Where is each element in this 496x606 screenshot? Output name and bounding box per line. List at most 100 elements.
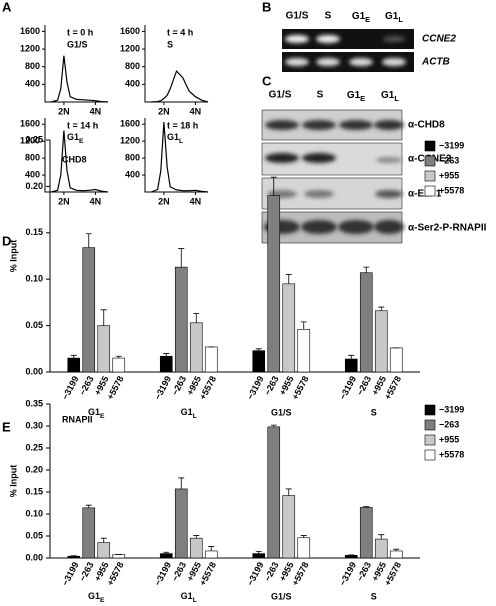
group-label: G1/S [271,407,292,417]
legend-swatch [424,419,436,431]
bar [252,553,266,559]
axis [144,118,208,193]
lane-label: S [317,90,324,101]
panel-letter: A [2,0,12,14]
bar-label: −3199 [60,374,81,401]
x-tick-label: 4N [90,106,102,116]
bar [67,555,81,559]
x-tick-label: 2N [158,196,170,206]
y-tick-label: 800 [125,61,140,71]
bar [82,507,96,559]
error-bar [378,306,385,311]
bar [189,322,203,373]
bar [267,195,281,373]
legend-swatch [424,155,436,167]
bar [159,355,173,373]
error-bar [85,233,92,248]
bar [97,325,111,373]
annotation: G1E [67,132,84,145]
panel-letter: B [262,0,271,14]
y-tick-label: 0.10 [25,274,43,284]
error-bar [178,477,185,489]
group-label: G1L [181,591,197,604]
antibody-label: α-CHD8 [408,120,445,131]
panel-letter: D [2,233,11,248]
error-bar [115,355,122,359]
legend-swatch [424,185,436,197]
error-bar [100,309,107,326]
bar [174,488,188,559]
y-tick-label: 1600 [120,26,140,36]
lane-label: G1E [352,11,370,25]
bar-label: −3199 [245,374,266,401]
y-tick-label: 0.20 [25,464,43,474]
y-tick-label: 400 [125,79,140,89]
chart-title: RNAPII [62,414,93,424]
error-bar [178,248,185,268]
bar-label: −3199 [337,560,358,587]
bar [282,495,296,559]
bar [159,553,173,559]
legend-label: +5578 [439,185,464,195]
group-label: G1E [88,591,105,604]
y-tick-label: 400 [25,169,40,179]
x-tick-label: 2N [58,196,70,206]
y-tick-label: 0.00 [25,552,43,562]
histogram-curve [51,130,109,193]
bar [97,542,111,559]
bar [282,283,296,373]
lane-label: S [325,11,332,22]
annotation: t = 18 h [167,120,198,130]
gel [282,29,414,72]
legend-swatch [424,140,436,152]
axis [44,118,108,193]
bar [374,310,388,373]
legend-swatch [424,449,436,461]
bar-label: −3199 [152,374,173,401]
annotation: G1L [167,132,183,145]
y-tick-label: 400 [125,169,140,179]
legend-swatch [424,404,436,416]
error-bar [255,551,262,554]
error-bar [285,488,292,496]
chart-title: CHD8 [62,154,87,164]
x-tick-label: 2N [158,106,170,116]
group-label: G1L [181,407,197,420]
antibody-label: α-Ser2-P-RNAPII [408,223,487,234]
y-tick-label: 1200 [20,136,40,146]
bar-label: −3199 [337,374,358,401]
western-blot [261,109,404,244]
y-tick-label: 0.15 [25,486,43,496]
legend-label: −3199 [439,404,464,414]
group-label: G1E [88,407,105,420]
histogram-curve [51,55,109,103]
y-tick-label: 800 [125,152,140,162]
y-tick-label: 800 [25,152,40,162]
error-bar [285,274,292,284]
legend-label: +955 [439,434,459,444]
bar [174,266,188,373]
error-bar [100,537,107,543]
bar [344,358,358,373]
bar [204,346,218,373]
y-tick-label: 0.05 [25,320,43,330]
axis [44,25,108,103]
y-tick-label: 1200 [120,136,140,146]
bar [344,555,358,559]
error-bar [363,506,370,508]
y-tick-label: 800 [25,61,40,71]
x-tick-label: 4N [90,196,102,206]
annotation: t = 0 h [67,27,93,37]
error-bar [255,348,262,351]
legend-label: −3199 [439,140,464,150]
bar [297,537,311,559]
lane-label: G1E [347,90,365,104]
legend-label: +5578 [439,449,464,459]
y-tick-label: 0.20 [25,181,43,191]
bar [267,426,281,559]
y-tick-label: 400 [25,79,40,89]
bar [297,329,311,373]
annotation: S [167,39,173,49]
error-bar [300,535,307,538]
bar [189,537,203,559]
